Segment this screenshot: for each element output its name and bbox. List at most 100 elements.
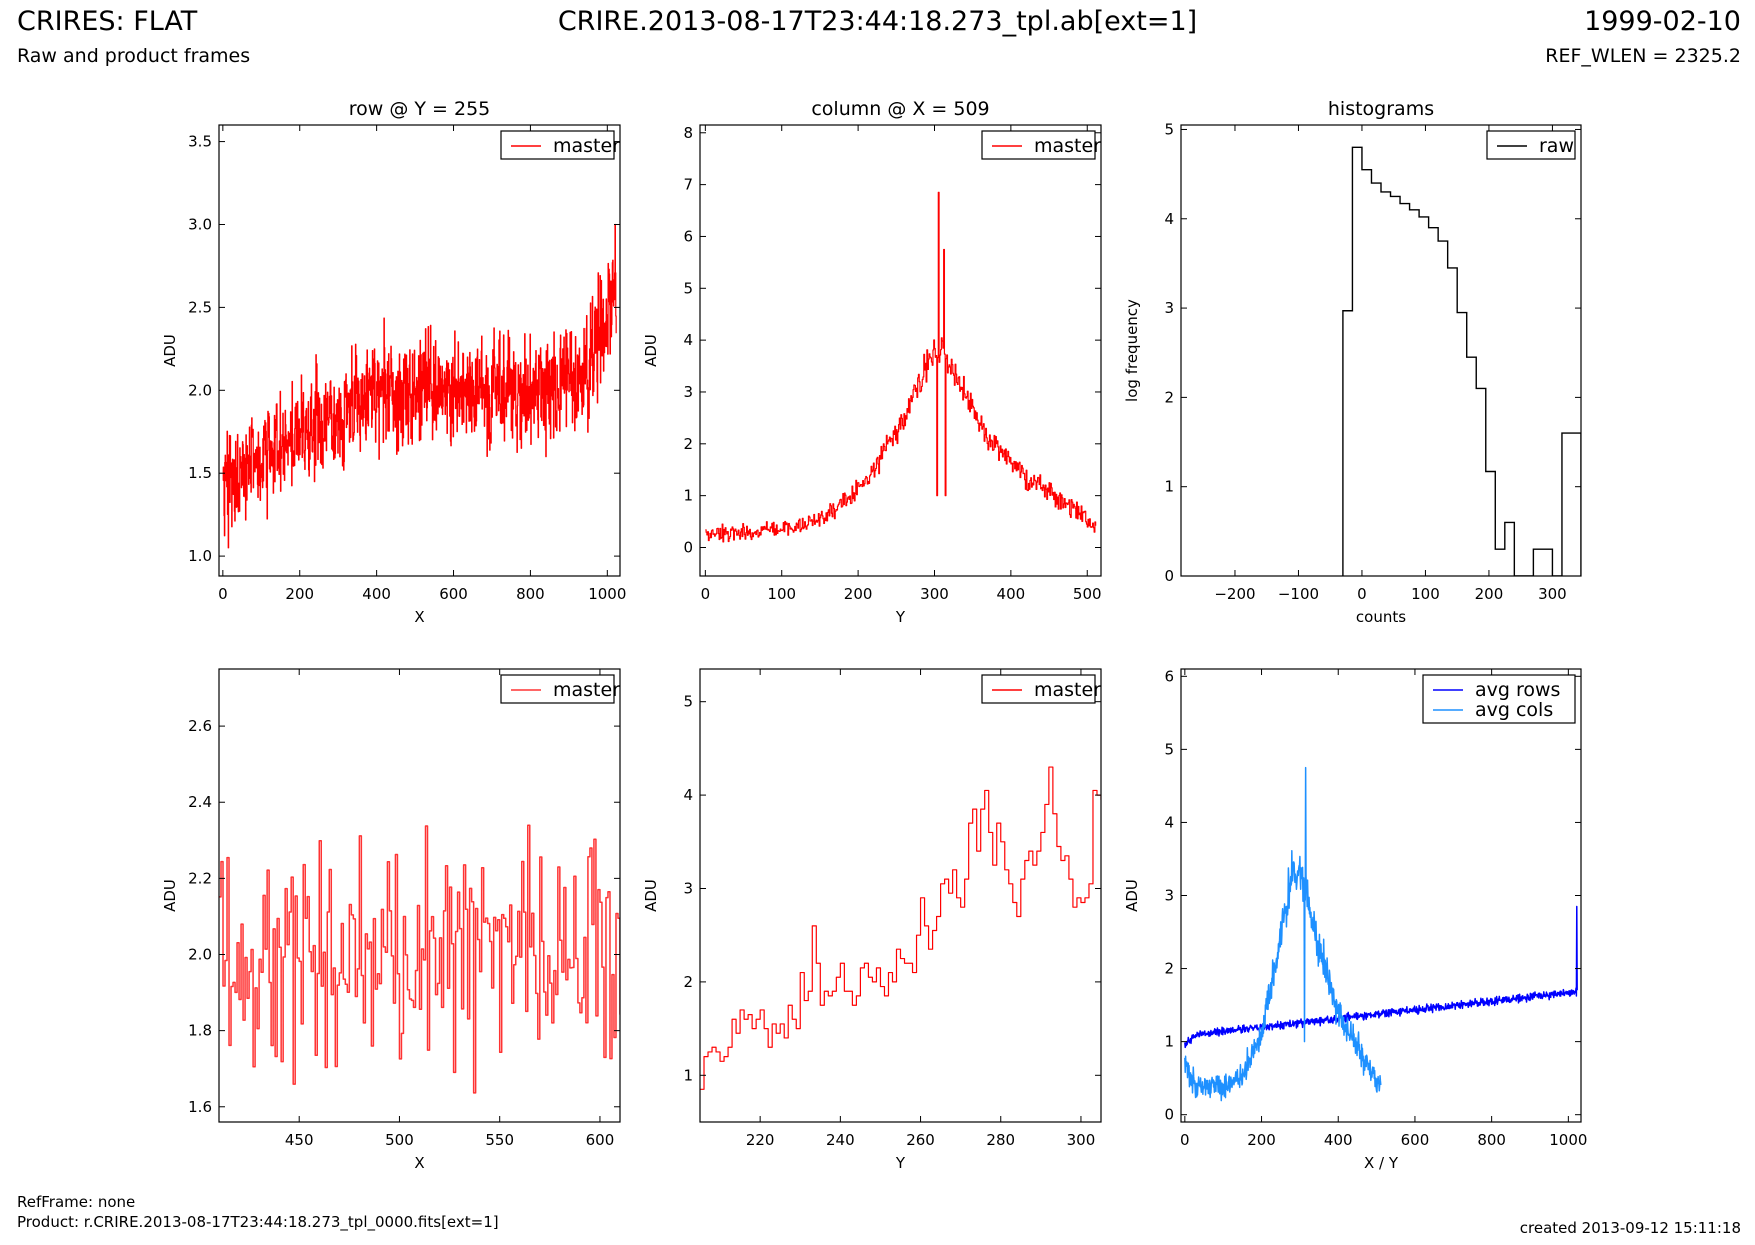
legend-box [1422, 674, 1576, 724]
y-axis-label: ADU [642, 879, 660, 912]
x-tick-label: 0 [701, 585, 711, 603]
histogram-raw [1342, 146, 1581, 576]
x-tick-label: 600 [439, 585, 468, 603]
chart-histogram: −200 −100 0 100 200 300 0 1 2 3 4 5 histograms counts… [1123, 98, 1582, 626]
axes-frame [1180, 124, 1582, 577]
legend-box [981, 674, 1096, 704]
y-tick-label: 2.0 [188, 946, 212, 964]
series-line-master [219, 824, 620, 1094]
legend: master [981, 674, 1101, 704]
product-label: Product: r.CRIRE.2013-08-17T23:44:18.273… [17, 1213, 499, 1231]
x-tick-label: 200 [285, 585, 314, 603]
x-tick-label: 280 [986, 1131, 1015, 1149]
report-title: CRIRES: FLAT [17, 6, 198, 37]
y-tick-label: 4 [1164, 813, 1174, 831]
y-tick-label: 2.5 [188, 298, 212, 316]
y-tick-label: 4 [1164, 210, 1174, 228]
y-tick-label: 4 [683, 331, 693, 349]
y-tick-label: 3.5 [188, 133, 212, 151]
x-tick-label: 200 [1247, 1131, 1276, 1149]
x-tick-label: −100 [1278, 585, 1319, 603]
y-tick-label: 7 [683, 176, 693, 194]
chart-title: row @ Y = 255 [349, 98, 491, 120]
legend-label: master [1034, 135, 1101, 157]
x-tick-label: 550 [485, 1131, 514, 1149]
y-axis-label: log frequency [1123, 299, 1141, 402]
y-tick-label: 3 [1164, 299, 1174, 317]
legend-label: avg rows [1475, 679, 1560, 701]
y-tick-label: 2.2 [188, 869, 212, 887]
y-tick-label: 4 [683, 786, 693, 804]
plot-area [700, 766, 1101, 1090]
report-subtitle: Raw and product frames [17, 45, 251, 67]
y-tick-label: 2 [1164, 960, 1174, 978]
created-timestamp: created 2013-09-12 15:11:18 [1519, 1219, 1741, 1237]
x-tick-label: 400 [362, 585, 391, 603]
observation-date: 1999-02-10 [1584, 6, 1741, 37]
x-axis-label: Y [895, 608, 906, 626]
x-tick-label: 300 [1538, 585, 1567, 603]
x-tick-label: 240 [826, 1131, 855, 1149]
y-tick-label: 0 [1164, 1106, 1174, 1124]
y-tick-label: 0 [1164, 567, 1174, 585]
y-tick-label: 2.6 [188, 717, 212, 735]
x-tick-label: 450 [285, 1131, 314, 1149]
legend: master [500, 130, 620, 160]
x-tick-label: 300 [1067, 1131, 1096, 1149]
y-tick-label: 5 [683, 279, 693, 297]
series-line-master [705, 191, 1097, 543]
x-tick-label: 800 [1477, 1131, 1506, 1149]
legend-label: raw [1539, 135, 1574, 157]
x-tick-label: 300 [920, 585, 949, 603]
y-tick-label: 1 [683, 487, 693, 505]
y-tick-label: 0 [683, 538, 693, 556]
y-axis-label: ADU [1123, 879, 1141, 912]
x-tick-label: 600 [1401, 1131, 1430, 1149]
y-tick-label: 2 [1164, 388, 1174, 406]
x-axis-label: counts [1356, 608, 1406, 626]
legend: master [981, 130, 1101, 160]
chart-row-full: 0 200 400 600 800 1000 1.0 1.5 2.0 2.5 3.0 3.5 row @… [161, 98, 626, 626]
y-tick-label: 3 [683, 879, 693, 897]
frame-name: CRIRE.2013-08-17T23:44:18.273_tpl.ab[ext… [557, 6, 1198, 37]
y-tick-label: 1 [1164, 478, 1174, 496]
chart-title: column @ X = 509 [811, 98, 989, 120]
x-tick-label: 500 [385, 1131, 414, 1149]
x-tick-label: 100 [1411, 585, 1440, 603]
legend-label: master [553, 679, 620, 701]
x-tick-label: 400 [1324, 1131, 1353, 1149]
y-tick-label: 5 [1164, 740, 1174, 758]
legend-label: master [1034, 679, 1101, 701]
plot-area [705, 191, 1097, 543]
chart-col-full: 0 100 200 300 400 500 0 1 2 3 4 5 6 7 8 column @ X = 50… [642, 98, 1102, 626]
plot-area [1342, 146, 1581, 576]
y-tick-label: 1 [1164, 1033, 1174, 1051]
chart-averages: 0 200 400 600 800 1000 0 1 2 3 4 5 6 X / Y ADU avg rows… [1123, 667, 1587, 1172]
legend-label: master [553, 135, 620, 157]
plot-area [219, 824, 620, 1094]
x-tick-label: −200 [1214, 585, 1255, 603]
x-tick-label: 800 [516, 585, 545, 603]
x-tick-label: 260 [906, 1131, 935, 1149]
ref-frame-label: RefFrame: none [17, 1193, 136, 1211]
legend-box [981, 130, 1096, 160]
x-tick-label: 400 [997, 585, 1026, 603]
x-tick-label: 0 [1357, 585, 1367, 603]
y-tick-label: 1.5 [188, 464, 212, 482]
reference-wavelength: REF_WLEN = 2325.2 [1545, 45, 1741, 67]
x-tick-label: 1000 [1549, 1131, 1587, 1149]
x-axis-label: X [414, 608, 424, 626]
axes-frame [699, 668, 1102, 1123]
x-axis-label: X [414, 1154, 424, 1172]
y-tick-label: 3 [683, 383, 693, 401]
x-tick-label: 200 [1475, 585, 1504, 603]
series-line-avg-rows [1184, 905, 1578, 1049]
y-tick-label: 2.4 [188, 793, 212, 811]
axes-frame [218, 124, 621, 577]
plot-area [222, 223, 617, 549]
y-tick-label: 3.0 [188, 215, 212, 233]
x-tick-label: 600 [586, 1131, 615, 1149]
x-tick-label: 0 [218, 585, 228, 603]
